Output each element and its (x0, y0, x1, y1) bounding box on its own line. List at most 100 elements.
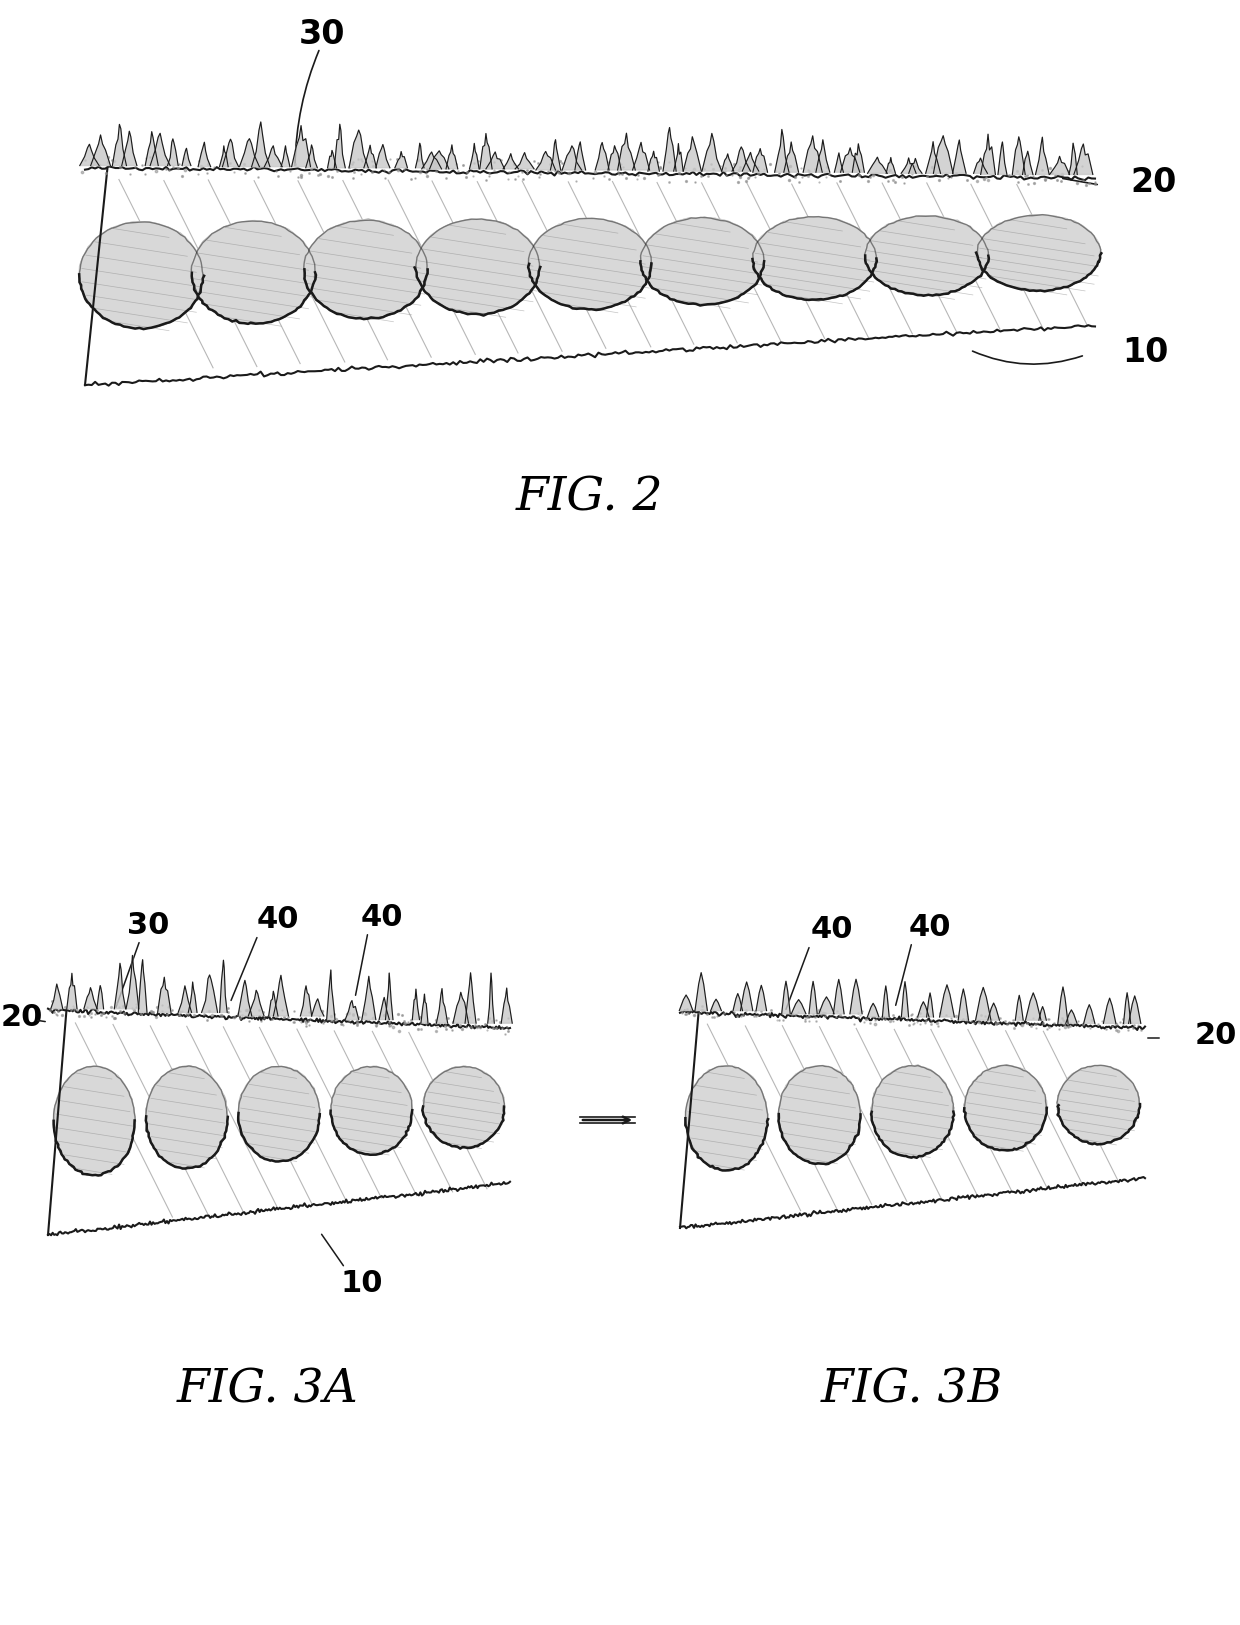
Polygon shape (51, 985, 63, 1009)
Polygon shape (965, 1066, 1047, 1150)
Polygon shape (422, 153, 441, 169)
Polygon shape (79, 223, 203, 328)
Polygon shape (722, 154, 734, 171)
Polygon shape (733, 993, 743, 1011)
Polygon shape (683, 136, 702, 171)
Polygon shape (53, 1066, 135, 1175)
Polygon shape (835, 153, 843, 172)
Polygon shape (335, 124, 345, 167)
Polygon shape (673, 143, 683, 171)
Polygon shape (779, 1066, 861, 1164)
Polygon shape (872, 1066, 954, 1157)
Polygon shape (417, 219, 539, 314)
Polygon shape (618, 133, 635, 171)
Polygon shape (1039, 1006, 1047, 1020)
Text: FIG. 2: FIG. 2 (516, 476, 663, 520)
Text: 20: 20 (1130, 166, 1177, 200)
Polygon shape (304, 219, 428, 318)
Polygon shape (901, 982, 909, 1017)
Polygon shape (222, 140, 238, 167)
Polygon shape (1058, 1066, 1140, 1144)
Polygon shape (167, 138, 179, 166)
Polygon shape (219, 146, 228, 167)
Polygon shape (536, 151, 556, 171)
Text: FIG. 3B: FIG. 3B (821, 1367, 1003, 1412)
Polygon shape (515, 153, 534, 169)
Polygon shape (97, 986, 104, 1009)
Polygon shape (686, 1066, 768, 1170)
Polygon shape (84, 988, 97, 1009)
Polygon shape (326, 970, 335, 1019)
Polygon shape (79, 145, 99, 166)
Polygon shape (791, 999, 806, 1014)
Polygon shape (866, 216, 988, 296)
Polygon shape (866, 216, 988, 296)
Polygon shape (436, 988, 448, 1024)
Polygon shape (248, 990, 264, 1016)
Polygon shape (269, 991, 278, 1016)
Polygon shape (1069, 143, 1078, 174)
Polygon shape (306, 145, 317, 167)
Polygon shape (868, 1003, 879, 1017)
Polygon shape (528, 218, 652, 309)
Polygon shape (238, 1066, 320, 1162)
Text: 40: 40 (257, 905, 299, 934)
Polygon shape (641, 218, 764, 306)
Polygon shape (702, 133, 722, 171)
Polygon shape (415, 143, 424, 167)
Polygon shape (465, 973, 476, 1024)
Polygon shape (453, 993, 469, 1024)
Polygon shape (551, 140, 560, 171)
Polygon shape (632, 143, 650, 171)
Polygon shape (331, 1066, 412, 1155)
Polygon shape (264, 146, 283, 167)
Polygon shape (663, 127, 676, 171)
Polygon shape (909, 158, 923, 174)
Polygon shape (192, 221, 315, 323)
Polygon shape (753, 216, 877, 301)
Polygon shape (887, 158, 895, 174)
Polygon shape (273, 975, 289, 1016)
Polygon shape (528, 218, 652, 309)
Polygon shape (157, 977, 171, 1012)
Polygon shape (252, 122, 270, 167)
Polygon shape (470, 143, 479, 169)
Polygon shape (841, 148, 859, 172)
Text: 20: 20 (1195, 1020, 1238, 1050)
Polygon shape (998, 141, 1007, 174)
Polygon shape (872, 1066, 954, 1157)
Text: 30: 30 (299, 18, 345, 52)
Polygon shape (940, 985, 955, 1017)
Polygon shape (420, 994, 428, 1024)
Polygon shape (595, 143, 609, 171)
Polygon shape (413, 990, 419, 1019)
Polygon shape (423, 1066, 505, 1147)
Text: 30: 30 (126, 910, 169, 939)
Polygon shape (1084, 1004, 1095, 1024)
Polygon shape (977, 214, 1101, 291)
Polygon shape (818, 996, 835, 1014)
Text: 10: 10 (1122, 335, 1168, 369)
Polygon shape (113, 125, 126, 166)
Polygon shape (126, 956, 139, 1009)
Polygon shape (1058, 1066, 1140, 1144)
Polygon shape (849, 980, 862, 1014)
Polygon shape (1012, 136, 1025, 174)
Polygon shape (188, 982, 197, 1012)
Polygon shape (934, 135, 954, 174)
Polygon shape (833, 980, 844, 1014)
Polygon shape (146, 1066, 227, 1168)
Polygon shape (114, 964, 125, 1009)
Text: FIG. 3A: FIG. 3A (177, 1367, 358, 1412)
Polygon shape (1058, 986, 1068, 1024)
Polygon shape (743, 153, 759, 171)
Polygon shape (182, 148, 191, 166)
Polygon shape (753, 148, 768, 172)
Polygon shape (394, 151, 408, 167)
Polygon shape (1023, 151, 1033, 174)
Polygon shape (781, 982, 790, 1014)
Polygon shape (901, 158, 916, 174)
Polygon shape (883, 986, 889, 1017)
Polygon shape (952, 140, 966, 174)
Polygon shape (981, 135, 996, 174)
